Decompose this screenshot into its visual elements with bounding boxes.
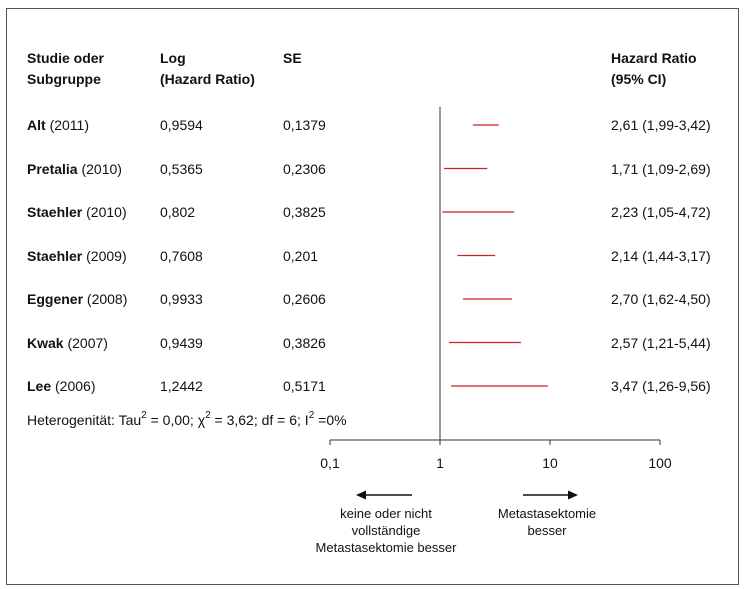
x-tick-label: 10 xyxy=(542,455,558,471)
se-value: 0,1379 xyxy=(283,117,326,133)
x-tick-label: 0,1 xyxy=(320,455,340,471)
study-name: Pretalia (2010) xyxy=(27,160,122,177)
study-name: Eggener (2008) xyxy=(27,291,128,307)
study-name: Alt (2011) xyxy=(27,117,89,133)
arrow-left-head xyxy=(356,490,366,500)
se-value: 0,5171 xyxy=(283,378,326,394)
study-name: Staehler (2009) xyxy=(27,247,127,264)
log-hr-value: 0,5365 xyxy=(160,160,203,177)
header-se: SE xyxy=(283,50,302,66)
log-hr-value: 0,9439 xyxy=(160,334,203,351)
study-name: Staehler (2010) xyxy=(27,204,127,220)
log-hr-value: 1,2442 xyxy=(160,378,203,394)
hr-ci-value: 2,61 (1,99-3,42) xyxy=(611,117,711,133)
direction-right-label: Metastasektomie besser xyxy=(497,506,597,538)
direction-left-label: keine oder nicht vollständige Metastasek… xyxy=(315,506,457,555)
hr-ci-value: 2,14 (1,44-3,17) xyxy=(611,247,711,264)
se-value: 0,3825 xyxy=(283,204,326,220)
header-log-hr: Log (Hazard Ratio) xyxy=(160,50,255,87)
x-tick-label: 1 xyxy=(436,455,444,471)
hr-ci-value: 1,71 (1,09-2,69) xyxy=(611,160,711,177)
se-value: 0,201 xyxy=(283,247,319,264)
log-hr-value: 0,7608 xyxy=(160,247,203,264)
study-name: Lee (2006) xyxy=(27,378,96,394)
se-value: 0,2306 xyxy=(283,160,326,177)
header-study: Studie oder Subgruppe xyxy=(27,50,105,87)
header-hazard-ratio: Hazard Ratio (95% CI) xyxy=(611,50,697,87)
x-tick-label: 100 xyxy=(648,455,672,471)
log-hr-value: 0,802 xyxy=(160,204,196,220)
log-hr-value: 0,9594 xyxy=(160,117,203,133)
figure-frame xyxy=(6,8,739,585)
hr-ci-value: 2,70 (1,62-4,50) xyxy=(611,291,711,307)
se-value: 0,3826 xyxy=(283,334,326,351)
se-value: 0,2606 xyxy=(283,291,326,307)
log-hr-value: 0,9933 xyxy=(160,291,203,307)
arrow-right-head xyxy=(568,490,578,500)
hr-ci-value: 2,23 (1,05-4,72) xyxy=(611,204,711,220)
hr-ci-value: 2,57 (1,21-5,44) xyxy=(611,334,711,351)
study-name: Kwak (2007) xyxy=(27,334,108,351)
heterogeneity-text: Heterogenität: Tau2 = 0,00; χ2 = 3,62; d… xyxy=(27,410,347,428)
hr-ci-value: 3,47 (1,26-9,56) xyxy=(611,378,711,394)
